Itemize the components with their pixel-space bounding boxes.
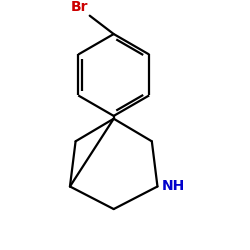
Text: Br: Br <box>71 0 88 14</box>
Text: NH: NH <box>162 180 185 194</box>
